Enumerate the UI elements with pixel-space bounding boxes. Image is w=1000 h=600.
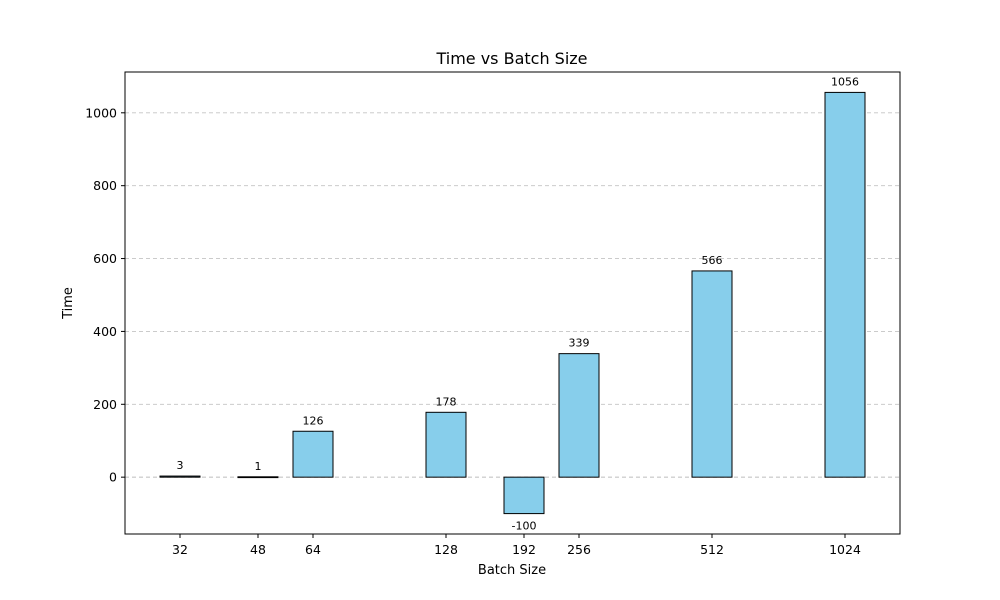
bar xyxy=(425,411,467,478)
y-tick-label: 800 xyxy=(93,178,117,193)
x-tick-label: 64 xyxy=(305,542,321,557)
chart-title: Time vs Batch Size xyxy=(435,49,587,68)
y-tick-label: 0 xyxy=(109,470,117,485)
data-labels: 3 1 126 178 -100 339 566 1056 xyxy=(177,75,860,532)
bar xyxy=(237,476,279,479)
y-tick-label: 1000 xyxy=(85,105,117,120)
x-tick-label: 48 xyxy=(250,542,266,557)
data-label: 178 xyxy=(436,395,457,408)
bar xyxy=(558,353,600,478)
data-label: 1 xyxy=(255,460,262,473)
x-tick-label: 512 xyxy=(700,542,724,557)
data-label: -100 xyxy=(512,520,537,533)
y-tick-label: 200 xyxy=(93,397,117,412)
bar xyxy=(503,476,545,515)
data-label: 566 xyxy=(702,254,723,267)
y-axis-label: Time xyxy=(61,287,76,320)
data-label: 339 xyxy=(569,337,590,350)
plot-frame xyxy=(124,71,901,535)
bar xyxy=(691,270,733,478)
x-tick-label: 32 xyxy=(172,542,188,557)
x-tick-label: 1024 xyxy=(829,542,861,557)
ticks: 0 200 400 600 800 1000 32 48 64 128 192 256 512 1024 xyxy=(85,105,861,557)
bars xyxy=(159,91,866,515)
data-label: 126 xyxy=(303,414,324,427)
data-label: 3 xyxy=(177,459,184,472)
x-tick-label: 128 xyxy=(434,542,458,557)
bar xyxy=(292,430,334,478)
data-label: 1056 xyxy=(831,75,859,88)
bar xyxy=(824,91,866,478)
y-tick-label: 600 xyxy=(93,251,117,266)
bar xyxy=(159,475,201,478)
x-axis-label: Batch Size xyxy=(478,563,546,578)
grid-lines xyxy=(125,112,900,478)
x-tick-label: 256 xyxy=(567,542,591,557)
x-tick-label: 192 xyxy=(512,542,536,557)
y-tick-label: 400 xyxy=(93,324,117,339)
